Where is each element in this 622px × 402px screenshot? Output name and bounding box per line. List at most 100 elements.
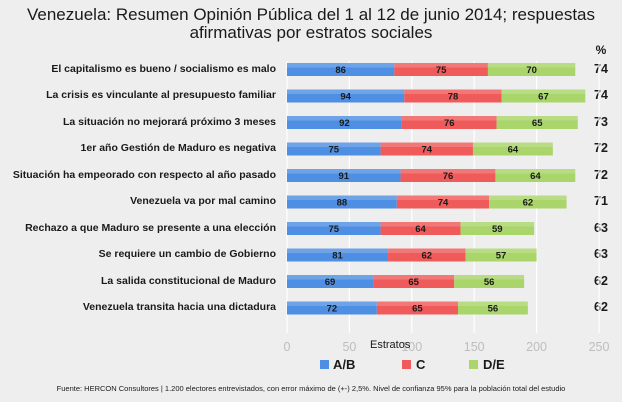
- x-tick-label: 200: [526, 340, 547, 354]
- bar-highlight: [396, 195, 490, 201]
- bar-value-label: 65: [412, 304, 423, 315]
- bar-value-label: 92: [339, 118, 350, 129]
- legend-label-ab: A/B: [333, 357, 356, 372]
- bar-value-label: 76: [444, 118, 455, 129]
- bar-segment: [457, 301, 528, 315]
- source-note: Fuente: HERCON Consultores | 1.200 elect…: [56, 384, 566, 393]
- bar-segment: [489, 195, 567, 209]
- bar-value-label: 81: [332, 251, 343, 262]
- bar-segment: [287, 275, 374, 288]
- bar-segment: [396, 195, 490, 209]
- legend-swatch-c: [402, 360, 411, 369]
- bar-value-label: 75: [329, 145, 340, 156]
- percent-value: 74: [594, 61, 608, 76]
- bar-highlight: [380, 222, 461, 227]
- bar-value-label: 75: [436, 65, 447, 76]
- chart-title-line-2: afirmativas por estratos sociales: [189, 23, 433, 42]
- bar-highlight: [287, 248, 389, 254]
- bar-value-label: 62: [523, 198, 534, 209]
- bar-segment: [287, 222, 381, 235]
- bar-value-label: 74: [438, 198, 449, 209]
- bar-highlight: [457, 301, 528, 307]
- bar-segment: [380, 222, 461, 235]
- legend-swatch-de: [469, 360, 478, 369]
- x-tick-label: 150: [464, 340, 485, 354]
- bar-value-label: 88: [337, 198, 348, 209]
- percent-value: 62: [594, 300, 608, 314]
- bar-highlight: [380, 142, 473, 148]
- bar-highlight: [287, 63, 395, 68]
- category-label: 1er año Gestión de Maduro es negativa: [80, 142, 276, 154]
- bar-segment: [454, 275, 525, 288]
- bar-segment: [495, 169, 576, 182]
- bar-value-label: 70: [526, 65, 537, 76]
- bar-segment: [287, 89, 405, 103]
- legend-label-c: C: [416, 357, 426, 372]
- bar-value-label: 64: [530, 171, 541, 182]
- bar-highlight: [287, 301, 377, 307]
- bar-segment: [465, 248, 537, 262]
- percent-value: 72: [594, 141, 608, 155]
- bar-highlight: [472, 142, 553, 148]
- bar-value-label: 75: [329, 224, 340, 235]
- percent-column-header: %: [595, 43, 607, 57]
- bar-segment: [388, 248, 466, 262]
- bar-highlight: [454, 275, 525, 280]
- bar-highlight: [489, 195, 567, 201]
- percent-value: 74: [594, 88, 608, 102]
- x-tick-label: 50: [342, 340, 356, 354]
- bar-segment: [496, 116, 578, 129]
- bar-segment: [400, 169, 496, 182]
- bar-value-label: 67: [538, 92, 549, 103]
- percent-value: 62: [594, 273, 608, 288]
- bar-value-label: 86: [335, 65, 346, 76]
- bar-value-label: 78: [448, 92, 459, 103]
- bar-segment: [460, 222, 535, 235]
- percent-value: 72: [594, 167, 608, 182]
- bar-highlight: [404, 89, 502, 95]
- bar-highlight: [373, 275, 455, 280]
- bar-highlight: [487, 63, 576, 68]
- bar-segment: [501, 89, 586, 103]
- bar-segment: [287, 248, 389, 262]
- bar-highlight: [287, 142, 381, 148]
- bar-value-label: 69: [325, 277, 336, 288]
- bar-segment: [287, 142, 381, 156]
- bar-value-label: 62: [421, 251, 432, 262]
- bar-highlight: [401, 116, 497, 121]
- bar-highlight: [495, 169, 576, 174]
- bar-segment: [401, 116, 497, 129]
- category-label: Rechazo a que Maduro se presente a una e…: [25, 221, 276, 234]
- bar-value-label: 56: [484, 277, 495, 288]
- bar-value-label: 59: [492, 224, 503, 235]
- category-label: La situación no mejorará próximo 3 meses: [63, 115, 276, 128]
- category-label: La salida constitucional de Maduro: [100, 274, 276, 287]
- bar-highlight: [501, 89, 586, 95]
- bar-highlight: [287, 275, 374, 280]
- x-tick-label: 0: [284, 340, 291, 354]
- bar-segment: [404, 89, 502, 103]
- bar-highlight: [287, 222, 381, 227]
- bar-segment: [287, 116, 402, 129]
- chart-title-line-1: Venezuela: Resumen Opinión Pública del 1…: [27, 5, 595, 24]
- bar-highlight: [388, 248, 466, 254]
- bar-segment: [472, 142, 553, 156]
- bar-highlight: [287, 116, 402, 121]
- bar-value-label: 91: [338, 171, 349, 182]
- bar-highlight: [287, 195, 397, 201]
- bar-highlight: [400, 169, 496, 174]
- percent-value: 71: [594, 194, 608, 208]
- x-axis-label: Estratos: [370, 339, 411, 351]
- bar-segment: [287, 169, 401, 182]
- legend-swatch-ab: [320, 360, 329, 369]
- percent-value: 63: [594, 247, 608, 261]
- bar-segment: [394, 63, 488, 76]
- x-tick-label: 250: [589, 340, 610, 354]
- bar-highlight: [394, 63, 488, 68]
- percent-value: 63: [594, 220, 608, 235]
- bar-value-label: 64: [415, 224, 426, 235]
- x-tick-label: 100: [401, 340, 422, 354]
- category-label: La crisis es vinculante al presupuesto f…: [46, 89, 276, 101]
